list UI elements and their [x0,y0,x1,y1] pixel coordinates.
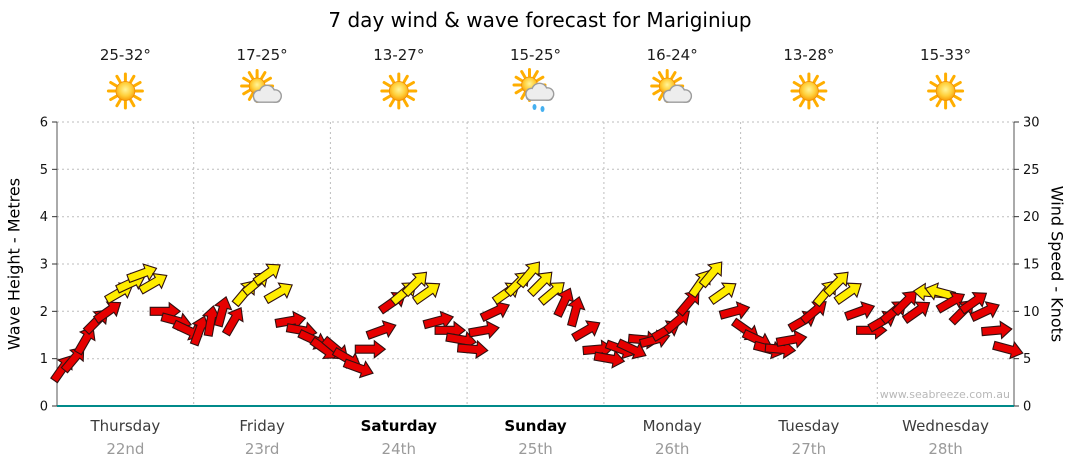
wind-arrow [526,271,553,298]
sunny-icon [927,72,965,110]
left-tick-label: 4 [40,210,48,225]
temp-range-label: 15-25° [510,46,561,64]
day-name-label: Friday [239,417,285,435]
wind-arrow [969,301,1000,322]
wind-arrow [213,295,233,328]
wind-arrow [566,295,586,328]
wind-arrow [263,282,293,305]
wind-arrow [799,301,827,325]
wind-arrow [456,339,489,360]
temp-range-label: 15-33° [920,46,971,64]
watermark: www.seabreeze.com.au [879,388,1010,401]
day-date-label: 23rd [245,440,280,458]
wind-arrow [891,290,918,317]
day-name-label: Monday [643,417,702,435]
wave-height-axis-label: Wave Height - Metres [4,177,24,351]
day-name-label: Thursday [90,417,161,435]
right-tick-label: 5 [1023,352,1031,367]
sunny-icon [380,72,418,110]
day-date-label: 27th [792,440,826,458]
left-tick-label: 3 [40,258,48,273]
day-name-label: Sunday [504,417,567,435]
wind-arrow [935,291,966,314]
wind-arrow [60,346,85,374]
day-name-label: Tuesday [777,417,839,435]
day-date-label: 26th [655,440,689,458]
temp-range-label: 13-27° [373,46,424,64]
wind-arrow [365,320,397,340]
wind-arrow [901,301,931,324]
wind-arrow [516,261,541,289]
partly-cloudy-icon [240,69,282,103]
wind-arrow [342,358,374,379]
wind-arrow [981,320,1013,340]
wind-arrow [675,289,700,317]
sunny-icon [790,72,828,110]
left-tick-label: 1 [40,352,48,367]
rain-icon [512,68,555,112]
wind-arrow [571,320,601,343]
temp-range-label: 13-28° [783,46,834,64]
left-tick-label: 6 [40,116,48,131]
wind-arrow [252,263,281,287]
wind-arrow [354,339,387,359]
day-name-label: Wednesday [902,417,989,435]
wind-arrow [958,292,988,315]
sunny-icon [106,72,144,110]
wind-arrow [401,271,428,298]
wind-arrow [138,272,168,295]
wind-arrow [775,329,808,349]
wind-arrow [844,301,876,321]
temp-range-label: 25-32° [100,46,151,64]
wind-arrow [468,320,500,340]
left-tick-label: 0 [40,400,48,415]
wind-arrow [92,301,122,324]
right-tick-label: 20 [1023,210,1040,225]
day-date-label: 25th [518,440,552,458]
chart-title: 7 day wind & wave forecast for Mariginiu… [328,8,752,32]
right-tick-label: 30 [1023,116,1040,131]
wind-arrow [708,282,737,306]
partly-cloudy-icon [650,69,693,103]
wind-arrow [823,271,849,298]
left-tick-label: 2 [40,305,48,320]
right-tick-label: 25 [1023,163,1040,178]
right-tick-label: 0 [1023,400,1031,415]
right-tick-label: 15 [1023,258,1040,273]
wind-arrow [992,340,1024,360]
right-tick-label: 10 [1023,305,1040,320]
day-name-label: Saturday [361,417,438,435]
wind-arrow [126,263,158,284]
wind-arrow [221,307,244,337]
wind-arrow [698,261,723,289]
day-date-label: 24th [382,440,416,458]
left-tick-label: 5 [40,163,48,178]
day-date-label: 28th [928,440,962,458]
wind-arrow [833,282,862,306]
day-date-label: 22nd [106,440,144,458]
wind-arrow [663,310,691,335]
wind-arrow [411,282,441,306]
temp-range-label: 17-25° [237,46,288,64]
wind-arrow [718,301,751,320]
temp-range-label: 16-24° [647,46,698,64]
wind-speed-axis-label: Wind Speed - Knots [1047,185,1067,343]
